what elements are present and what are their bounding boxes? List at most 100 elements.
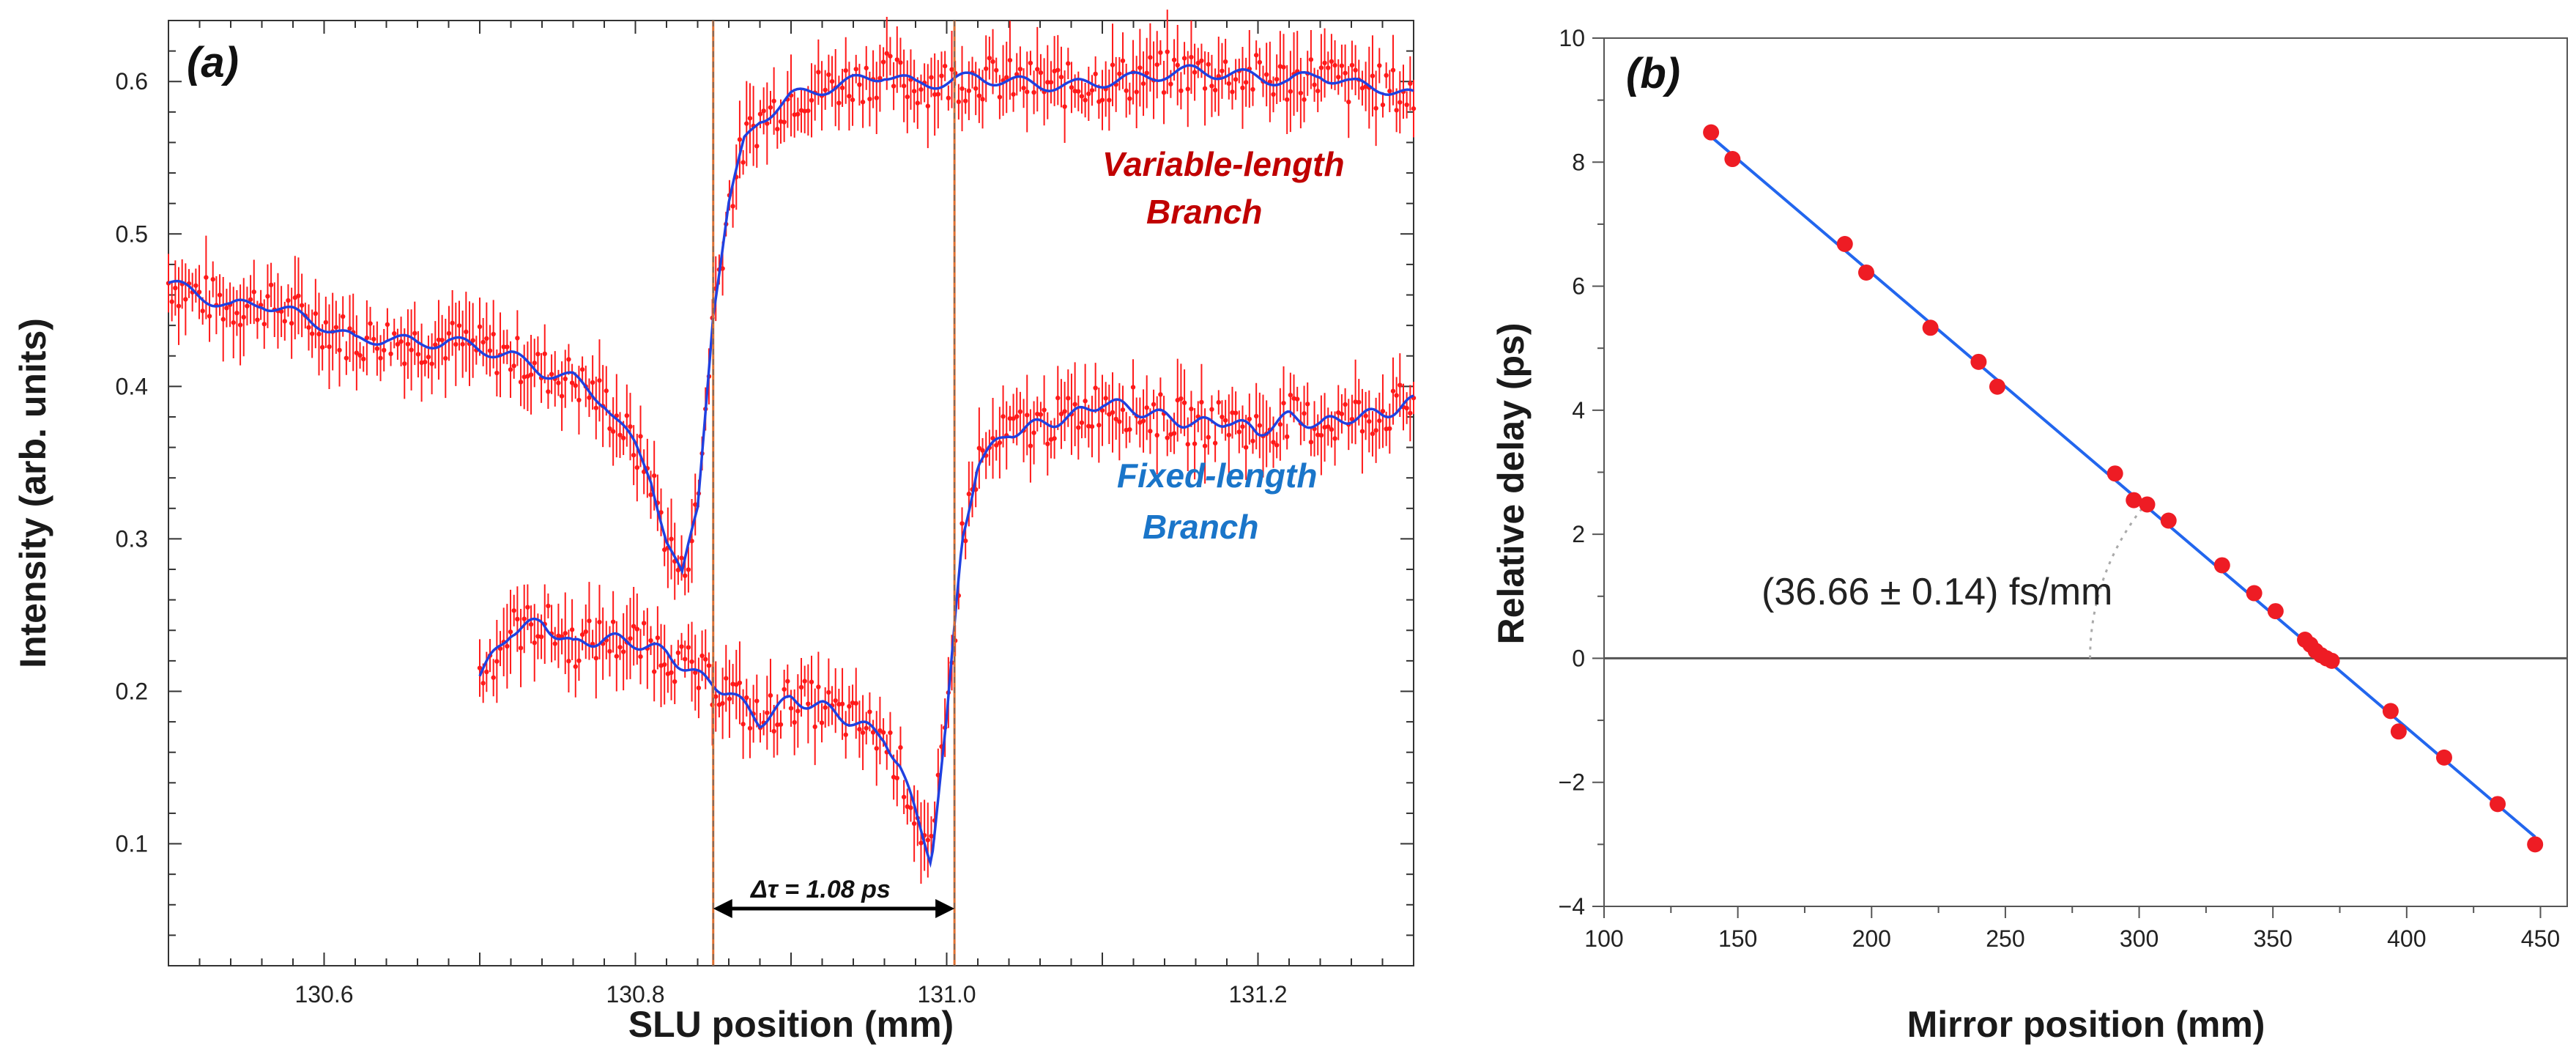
data-point — [1380, 408, 1386, 414]
data-point — [816, 70, 821, 75]
y-tick-label-b: −4 — [1559, 893, 1585, 920]
data-point — [661, 547, 667, 552]
data-point — [614, 654, 620, 659]
data-point — [864, 725, 869, 731]
data-point — [1339, 63, 1345, 68]
data-point — [1216, 399, 1221, 405]
data-point — [415, 352, 421, 357]
data-point — [809, 97, 814, 103]
data-point — [1148, 429, 1153, 434]
data-point — [826, 689, 831, 695]
data-point — [699, 653, 705, 659]
data-point — [532, 640, 537, 646]
data-point — [1117, 71, 1122, 76]
data-point — [528, 372, 534, 377]
data-point — [1144, 405, 1149, 410]
data-point — [217, 292, 223, 297]
data-point — [265, 294, 270, 299]
data-point — [1284, 434, 1290, 440]
data-point — [566, 357, 571, 362]
data-point — [935, 92, 941, 97]
data-point — [775, 722, 780, 728]
data-point — [768, 692, 773, 698]
data-point — [515, 616, 520, 622]
data-point — [1011, 416, 1016, 421]
data-point — [426, 355, 431, 360]
data-point — [535, 351, 541, 357]
data-point — [340, 314, 346, 319]
data-point — [368, 321, 373, 326]
data-point — [1302, 411, 1307, 416]
data-point — [1408, 410, 1413, 416]
data-point — [1373, 106, 1378, 111]
delta-tau-label: Δτ = 1.08 ps — [749, 876, 891, 903]
data-point — [648, 637, 653, 643]
data-points-a — [166, 10, 1417, 884]
data-point — [1226, 81, 1232, 86]
data-point — [839, 85, 845, 91]
data-point — [898, 744, 903, 750]
data-point — [1031, 430, 1036, 435]
y-tick-label-b: 0 — [1572, 645, 1585, 671]
data-point — [911, 89, 917, 94]
data-point — [1247, 416, 1252, 422]
data-point — [1062, 409, 1067, 414]
data-point — [525, 605, 530, 610]
data-point — [816, 684, 821, 689]
data-point — [1079, 420, 1085, 426]
data-point — [925, 838, 931, 843]
data-point — [655, 635, 661, 640]
data-point — [1079, 94, 1085, 99]
data-point — [566, 659, 571, 664]
data-point — [313, 311, 319, 317]
data-point — [1011, 92, 1016, 97]
data-point — [501, 344, 506, 350]
data-point — [1394, 108, 1399, 113]
data-point — [1089, 88, 1095, 93]
data-point — [1253, 413, 1259, 419]
data-point — [176, 303, 182, 308]
data-point — [1332, 62, 1337, 68]
data-point — [1038, 70, 1044, 75]
x-axis-label-a: SLU position (mm) — [628, 1004, 954, 1045]
data-point — [296, 293, 301, 298]
data-point — [1028, 443, 1033, 448]
data-point — [867, 96, 872, 102]
data-point — [1212, 440, 1218, 445]
data-point — [477, 324, 483, 330]
data-point — [1154, 62, 1159, 67]
data-point — [689, 539, 694, 544]
data-point — [1318, 432, 1324, 438]
data-point — [775, 126, 780, 132]
data-point — [1298, 90, 1304, 96]
data-point — [812, 724, 817, 730]
data-point — [1014, 414, 1020, 419]
data-point — [857, 727, 862, 732]
chart-a: 130.6 130.8 131.0 131.2 0.1 0.2 0.3 0.4 0.5 0.6 (… — [12, 10, 1417, 1045]
data-point — [1038, 412, 1044, 417]
data-point — [839, 701, 845, 706]
data-point — [1390, 388, 1396, 393]
data-point — [929, 75, 934, 80]
data-point — [521, 616, 527, 621]
data-point — [802, 679, 807, 684]
data-point — [1243, 80, 1249, 85]
data-point — [587, 395, 592, 400]
data-point — [200, 308, 205, 314]
data-point — [1373, 428, 1378, 433]
data-point — [730, 204, 735, 209]
data-point — [850, 700, 855, 706]
data-point — [1284, 97, 1290, 103]
data-point — [508, 367, 513, 372]
data-point — [456, 323, 462, 328]
data-point-b — [2107, 465, 2123, 482]
data-point — [771, 728, 776, 734]
data-point — [450, 320, 455, 326]
data-point — [1025, 413, 1030, 418]
data-point — [480, 339, 486, 345]
data-point — [1042, 407, 1047, 413]
data-point — [494, 370, 500, 376]
data-point — [1178, 396, 1184, 402]
data-point — [196, 289, 202, 295]
